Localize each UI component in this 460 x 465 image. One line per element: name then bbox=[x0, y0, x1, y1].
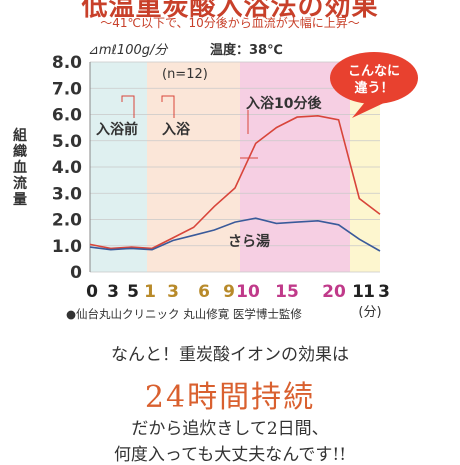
y-axis-title: 流 bbox=[13, 175, 27, 192]
callout-bubble bbox=[330, 52, 418, 104]
x-tick-label: 1 bbox=[363, 282, 375, 302]
blood-flow-chart: 8.07.06.05.04.03.02.01.00 0 3 5 1 3 6 9 10 15 20 1… bbox=[13, 42, 418, 321]
phase-label-during: 入浴 bbox=[162, 121, 191, 138]
y-tick-label: 3.0 bbox=[52, 184, 82, 204]
y-tick-label: 2.0 bbox=[52, 211, 82, 231]
y-tick-label: 8.0 bbox=[52, 53, 82, 73]
y-axis-title: 織 bbox=[13, 143, 27, 160]
x-tick-label: 1 bbox=[352, 282, 364, 302]
y-axis-title: 量 bbox=[13, 192, 27, 208]
y-tick-label: 1.0 bbox=[52, 237, 82, 257]
caption-line-3: だから追炊きして2日間、 bbox=[131, 419, 329, 439]
caption-line-4: 何度入っても大丈夫なんです!! bbox=[113, 445, 347, 465]
y-tick-label: 6.0 bbox=[52, 106, 82, 126]
callout-text: 違う！ bbox=[354, 80, 393, 96]
page-subtitle: 〜41℃以下で、10分後から血流が大幅に上昇〜 bbox=[100, 16, 360, 30]
y-axis-title: 血 bbox=[13, 159, 27, 176]
x-tick-label: 15 bbox=[275, 282, 299, 302]
x-tick-label: 10 bbox=[236, 282, 260, 302]
y-tick-label: 5.0 bbox=[52, 132, 82, 152]
x-unit-label: (分) bbox=[358, 305, 381, 320]
series-line bbox=[89, 217, 381, 252]
caption-highlight: 24時間持続 bbox=[144, 380, 316, 415]
y-axis-title: 組 bbox=[13, 127, 27, 144]
x-tick-label: 20 bbox=[322, 282, 346, 302]
series-label-plain-water: さら湯 bbox=[228, 233, 270, 250]
x-tick-label: 9 bbox=[223, 282, 235, 302]
annotation-label: 入浴10分後 bbox=[246, 95, 322, 112]
page-title: 低温重炭酸入浴法の効果 bbox=[81, 0, 379, 22]
x-tick-label: 6 bbox=[198, 282, 210, 302]
series-line bbox=[89, 114, 381, 250]
sample-size-label: (n=12) bbox=[162, 67, 208, 82]
caption-line-1: なんと！重炭酸イオンの効果は bbox=[111, 345, 349, 365]
callout-text: こんなに bbox=[348, 64, 400, 79]
x-tick-label: 3 bbox=[107, 282, 119, 302]
y-tick-label: 4.0 bbox=[52, 158, 82, 178]
bracket-during bbox=[161, 95, 175, 118]
x-tick-label: 1 bbox=[144, 282, 156, 302]
unit-label: ⊿mℓ100g/分 bbox=[88, 43, 168, 58]
y-tick-label: 0 bbox=[70, 263, 82, 283]
x-tick-label: 3 bbox=[167, 282, 179, 302]
bracket-before bbox=[121, 95, 135, 118]
source-credit: ●仙台丸山クリニック 丸山修寛 医学博士監修 bbox=[66, 307, 302, 321]
x-tick-label: 0 bbox=[86, 282, 98, 302]
phase-label-before: 入浴前 bbox=[96, 121, 138, 138]
x-tick-label: 3 bbox=[378, 282, 390, 302]
y-tick-label: 7.0 bbox=[52, 79, 82, 99]
temperature-label: 温度：38℃ bbox=[210, 42, 283, 58]
x-tick-label: 5 bbox=[127, 282, 139, 302]
